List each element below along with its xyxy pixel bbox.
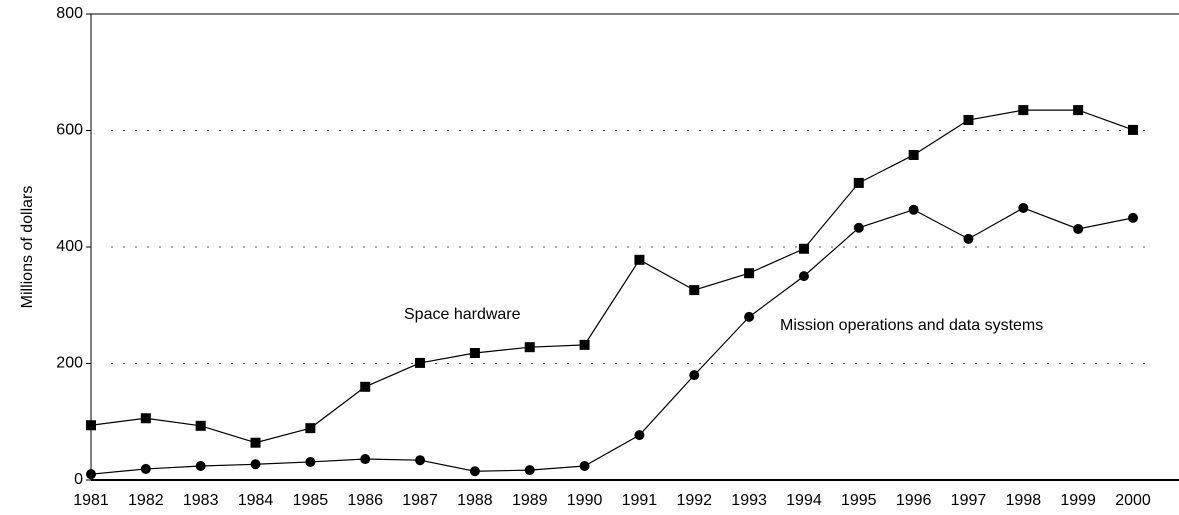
marker xyxy=(415,357,426,368)
series-label: Space hardware xyxy=(404,306,521,323)
marker xyxy=(798,271,809,282)
marker xyxy=(689,285,700,296)
x-tick-label: 1993 xyxy=(731,492,767,509)
marker xyxy=(853,177,864,188)
marker xyxy=(908,204,919,215)
y-tick-label: 0 xyxy=(74,471,83,488)
x-tick-label: 1986 xyxy=(347,492,383,509)
marker xyxy=(305,456,316,467)
marker xyxy=(634,254,645,265)
marker xyxy=(634,430,645,441)
marker xyxy=(415,455,426,466)
marker xyxy=(360,381,371,392)
x-tick-label: 1981 xyxy=(73,492,109,509)
x-tick-label: 1989 xyxy=(512,492,548,509)
marker xyxy=(744,268,755,279)
series-line xyxy=(90,109,1134,444)
marker xyxy=(1018,105,1029,116)
y-tick-label: 200 xyxy=(56,355,83,372)
marker xyxy=(195,461,206,472)
x-tick-label: 1997 xyxy=(951,492,987,509)
marker xyxy=(250,459,261,470)
marker xyxy=(1128,124,1138,135)
marker xyxy=(853,222,864,233)
marker xyxy=(744,311,755,322)
marker xyxy=(579,461,590,472)
y-axis-label: Millions of dollars xyxy=(19,186,36,309)
marker xyxy=(140,463,151,474)
x-tick-label: 1996 xyxy=(896,492,932,509)
marker xyxy=(1128,212,1138,223)
x-tick-label: 1992 xyxy=(676,492,712,509)
x-tick-label: 1991 xyxy=(622,492,658,509)
marker xyxy=(963,233,974,244)
x-tick-label: 1988 xyxy=(457,492,493,509)
marker xyxy=(86,420,96,431)
y-tick-label: 800 xyxy=(56,5,83,22)
marker xyxy=(195,420,206,431)
x-tick-label: 1990 xyxy=(567,492,603,509)
x-tick-label: 1995 xyxy=(841,492,877,509)
x-tick-label: 1984 xyxy=(238,492,274,509)
series-line xyxy=(90,207,1134,475)
marker xyxy=(469,466,480,477)
y-tick-label: 600 xyxy=(56,122,83,139)
marker xyxy=(140,413,151,424)
marker xyxy=(908,149,919,160)
marker xyxy=(360,454,371,465)
x-tick-label: 1994 xyxy=(786,492,822,509)
marker xyxy=(305,423,316,434)
x-tick-label: 1985 xyxy=(293,492,329,509)
marker xyxy=(250,437,261,448)
marker xyxy=(469,348,480,359)
series-label: Mission operations and data systems xyxy=(780,317,1043,334)
marker xyxy=(524,465,535,476)
marker xyxy=(86,469,96,480)
marker xyxy=(689,370,700,381)
marker xyxy=(524,342,535,353)
marker xyxy=(1073,223,1084,234)
marker xyxy=(963,115,974,126)
x-tick-label: 1987 xyxy=(402,492,438,509)
x-tick-label: 1999 xyxy=(1060,492,1096,509)
x-tick-label: 1982 xyxy=(128,492,164,509)
y-tick-label: 400 xyxy=(56,238,83,255)
marker xyxy=(1073,105,1084,116)
marker xyxy=(798,243,809,254)
marker xyxy=(579,339,590,350)
x-tick-label: 2000 xyxy=(1115,492,1151,509)
marker xyxy=(1018,202,1029,213)
x-tick-label: 1998 xyxy=(1006,492,1042,509)
x-tick-label: 1983 xyxy=(183,492,219,509)
